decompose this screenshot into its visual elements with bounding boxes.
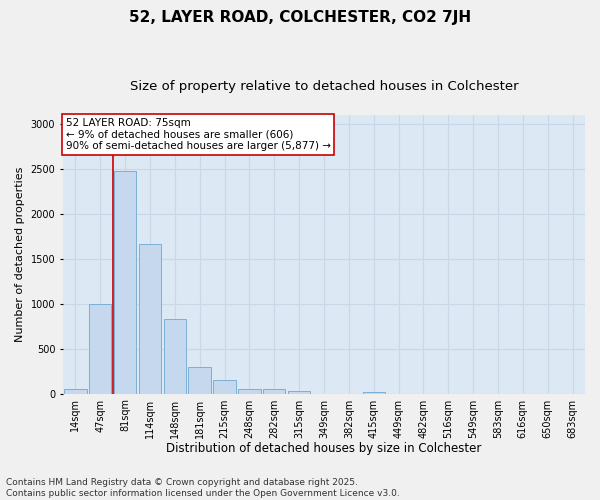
Text: 52 LAYER ROAD: 75sqm
← 9% of detached houses are smaller (606)
90% of semi-detac: 52 LAYER ROAD: 75sqm ← 9% of detached ho… bbox=[65, 118, 331, 151]
Bar bbox=[214, 380, 236, 394]
Title: Size of property relative to detached houses in Colchester: Size of property relative to detached ho… bbox=[130, 80, 518, 93]
Bar bbox=[139, 244, 161, 394]
Bar bbox=[362, 392, 385, 394]
Bar bbox=[238, 388, 260, 394]
Text: Contains HM Land Registry data © Crown copyright and database right 2025.
Contai: Contains HM Land Registry data © Crown c… bbox=[6, 478, 400, 498]
X-axis label: Distribution of detached houses by size in Colchester: Distribution of detached houses by size … bbox=[166, 442, 482, 455]
Bar bbox=[89, 304, 112, 394]
Bar bbox=[188, 366, 211, 394]
Bar bbox=[288, 391, 310, 394]
Bar bbox=[263, 389, 286, 394]
Y-axis label: Number of detached properties: Number of detached properties bbox=[15, 166, 25, 342]
Bar bbox=[114, 170, 136, 394]
Text: 52, LAYER ROAD, COLCHESTER, CO2 7JH: 52, LAYER ROAD, COLCHESTER, CO2 7JH bbox=[129, 10, 471, 25]
Bar bbox=[164, 319, 186, 394]
Bar bbox=[64, 389, 86, 394]
